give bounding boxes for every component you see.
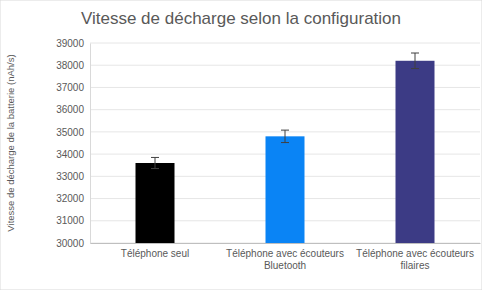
y-tick: 36000 <box>56 104 90 115</box>
error-cap <box>411 53 419 54</box>
y-tick-label: 38000 <box>56 60 84 71</box>
y-tick: 32000 <box>56 193 90 204</box>
y-axis: 30000 31000 32000 33000 34000 35000 36000 37000… <box>56 38 90 249</box>
y-tick-label: 31000 <box>56 215 84 226</box>
error-stem <box>415 53 416 69</box>
x-tick-label-line: filaires <box>401 260 430 271</box>
chart: 30000 31000 32000 33000 34000 35000 36000 37000… <box>0 0 482 290</box>
y-tick: 30000 <box>56 238 90 249</box>
x-tick-label-line: Téléphone seul <box>121 248 189 259</box>
y-tick-label: 33000 <box>56 171 84 182</box>
x-axis: Téléphone seulTéléphone avec écouteursBl… <box>91 243 481 271</box>
y-tick-label: 35000 <box>56 127 84 138</box>
y-tick-label: 34000 <box>56 149 84 160</box>
error-cap <box>151 157 159 158</box>
grid <box>90 43 480 243</box>
y-tick-label: 30000 <box>56 238 84 249</box>
plot-area <box>136 53 435 243</box>
bar <box>396 61 435 243</box>
y-tick: 31000 <box>56 215 90 226</box>
y-tick: 39000 <box>56 38 90 49</box>
error-stem <box>155 157 156 168</box>
y-tick: 37000 <box>56 82 90 93</box>
error-stem <box>285 130 286 142</box>
y-tick: 33000 <box>56 171 90 182</box>
x-axis-line <box>91 243 481 244</box>
bar <box>266 136 305 243</box>
bar <box>136 163 175 243</box>
x-tick: Téléphone avec écouteursBluetooth <box>226 243 344 271</box>
x-tick-label-line: Bluetooth <box>264 260 306 271</box>
error-bar <box>151 157 159 168</box>
grid-line <box>90 43 480 44</box>
y-axis-title: Vitesse de décharge de la batterie (nAh/… <box>5 54 16 231</box>
error-cap <box>281 130 289 131</box>
error-cap <box>151 168 159 169</box>
error-bar <box>411 53 419 69</box>
y-tick-label: 36000 <box>56 104 84 115</box>
x-tick-label: Téléphone seul <box>121 248 189 259</box>
x-tick-label-line: Téléphone avec écouteurs <box>356 248 474 259</box>
background <box>0 0 482 290</box>
x-tick: Téléphone seul <box>121 243 189 259</box>
error-cap <box>411 68 419 69</box>
x-tick: Téléphone avec écouteursfilaires <box>356 243 474 271</box>
x-tick-label: Téléphone avec écouteursfilaires <box>356 248 474 271</box>
y-axis-line <box>90 44 91 244</box>
error-cap <box>281 142 289 143</box>
x-tick-label: Téléphone avec écouteursBluetooth <box>226 248 344 271</box>
y-tick: 38000 <box>56 60 90 71</box>
y-tick: 34000 <box>56 149 90 160</box>
x-tick-label-line: Téléphone avec écouteurs <box>226 248 344 259</box>
y-tick-label: 37000 <box>56 82 84 93</box>
y-tick: 35000 <box>56 127 90 138</box>
title: Vitesse de décharge selon la configurati… <box>81 9 401 28</box>
y-tick-label: 39000 <box>56 38 84 49</box>
error-bar <box>281 130 289 142</box>
y-tick-label: 32000 <box>56 193 84 204</box>
